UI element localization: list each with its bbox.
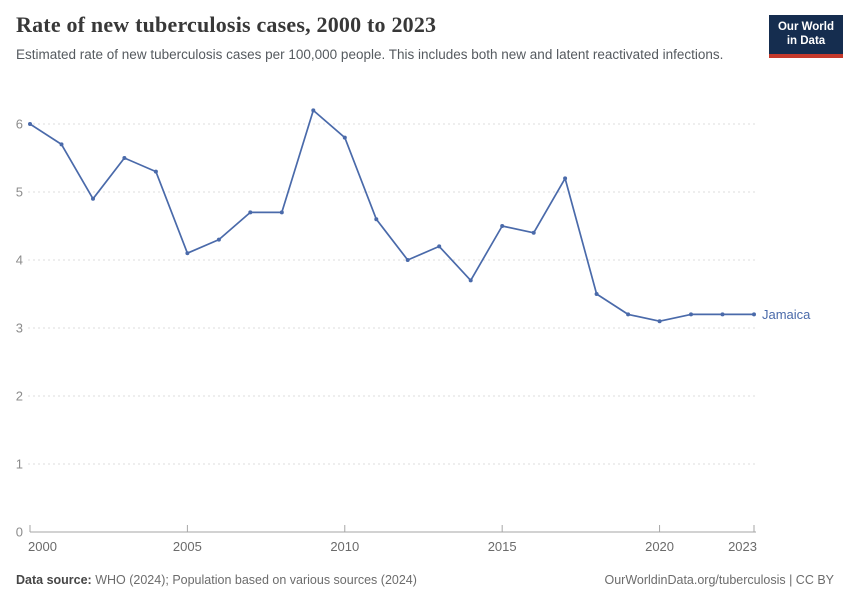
data-source-text: WHO (2024); Population based on various … <box>95 573 417 587</box>
owid-logo-line1: Our World <box>777 21 834 33</box>
y-tick-label: 6 <box>16 117 23 132</box>
data-point[interactable] <box>752 312 756 317</box>
data-point[interactable] <box>500 224 505 228</box>
x-tick-label: 2000 <box>28 539 57 554</box>
owid-logo-line2: in Data <box>786 35 826 48</box>
data-point[interactable] <box>216 237 221 242</box>
y-tick-label: 0 <box>16 525 23 540</box>
data-point[interactable] <box>279 210 284 215</box>
page-title: Rate of new tuberculosis cases, 2000 to … <box>16 12 437 37</box>
x-tick-label: 2020 <box>645 539 674 554</box>
x-tick-label: 2005 <box>173 539 202 554</box>
owid-logo[interactable]: Our World in Data <box>769 15 843 58</box>
jamaica-line[interactable] <box>29 109 755 323</box>
chart-subtitle: Estimated rate of new tuberculosis cases… <box>16 47 724 62</box>
data-source-note: Data source: WHO (2024); Population base… <box>16 573 417 587</box>
data-point[interactable] <box>374 217 379 222</box>
data-point[interactable] <box>122 156 127 160</box>
data-point[interactable] <box>311 108 316 113</box>
data-point[interactable] <box>720 312 725 317</box>
y-tick-label: 5 <box>16 185 23 200</box>
chart-footer: Data source: WHO (2024); Population base… <box>16 573 834 587</box>
y-tick-label: 1 <box>16 457 23 472</box>
owid-attribution-link[interactable]: OurWorldinData.org/tuberculosis | CC BY <box>604 573 835 587</box>
data-point[interactable] <box>594 292 599 296</box>
data-point[interactable] <box>563 176 568 181</box>
data-point[interactable] <box>531 230 536 235</box>
data-point[interactable] <box>468 278 473 283</box>
data-point[interactable] <box>342 135 347 140</box>
y-tick-label: 2 <box>16 389 23 404</box>
data-source-label: Data source: <box>16 573 92 587</box>
y-tick-label: 4 <box>16 253 23 268</box>
data-point[interactable] <box>28 122 32 126</box>
data-point[interactable] <box>185 251 190 256</box>
data-point[interactable] <box>689 312 693 317</box>
x-tick-label: 2010 <box>330 539 359 554</box>
data-point[interactable] <box>657 319 662 324</box>
y-tick-label: 3 <box>16 321 23 336</box>
data-point[interactable] <box>248 210 253 215</box>
data-point[interactable] <box>405 258 410 262</box>
data-point[interactable] <box>59 142 64 147</box>
data-point[interactable] <box>626 312 631 317</box>
data-point[interactable] <box>91 196 95 201</box>
x-tick-label: 2015 <box>488 539 517 554</box>
x-tick-label: 2023 <box>728 539 757 554</box>
chart-header: Rate of new tuberculosis cases, 2000 to … <box>16 12 758 64</box>
data-point[interactable] <box>153 169 158 174</box>
data-point[interactable] <box>437 244 442 249</box>
series-label: Jamaica <box>762 307 811 322</box>
